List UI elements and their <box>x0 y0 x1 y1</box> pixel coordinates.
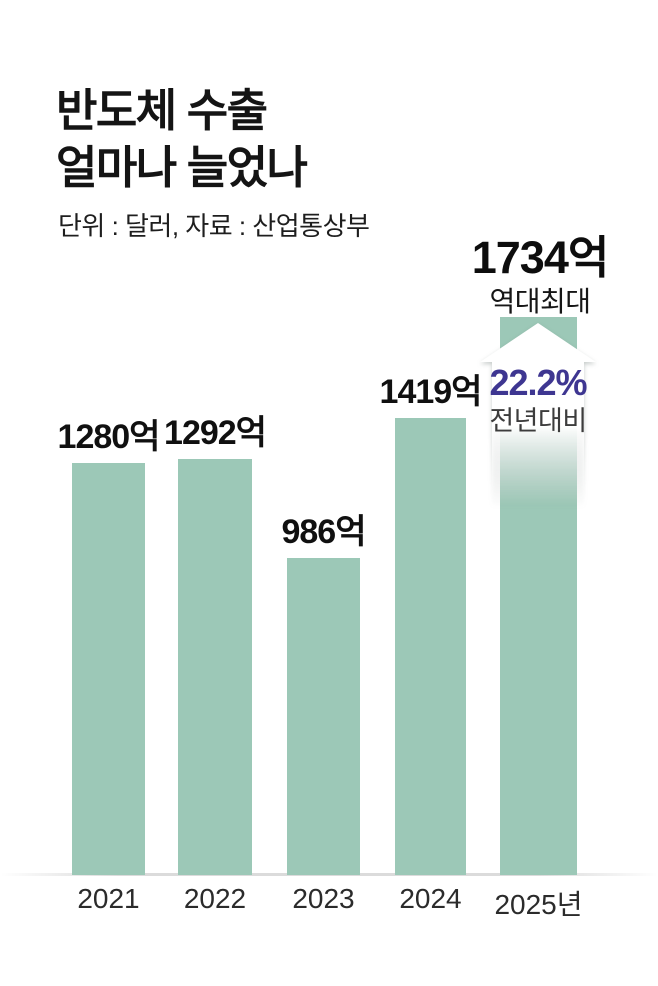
axis-label-2025년: 2025년 <box>494 889 583 920</box>
axis-label-2021: 2021 <box>77 883 140 914</box>
record-high-label: 역대최대 <box>489 286 591 317</box>
bar-value-label: 986억 <box>281 513 366 552</box>
page-title: 반도체 수출 얼마나 늘었나 <box>56 82 308 196</box>
bar-2024 <box>395 418 466 875</box>
axis-label-2024: 2024 <box>399 883 462 914</box>
unit-source-note: 단위 : 달러, 자료 : 산업통상부 <box>58 211 370 241</box>
bar-value-label: 1280억 <box>57 418 161 457</box>
yoy-change-note: 전년대비 <box>489 406 587 436</box>
bar-2022 <box>178 459 252 875</box>
axis-label-2022: 2022 <box>183 883 247 914</box>
bar-2023 <box>287 558 360 875</box>
yoy-change-pct: 22.2% <box>489 362 587 403</box>
up-arrow-icon <box>480 323 596 520</box>
bar-2021 <box>72 463 145 875</box>
axis-label-2023: 2023 <box>292 883 355 914</box>
bar-value-label: 1292억 <box>164 414 267 453</box>
bar-value-label: 1419억 <box>379 373 483 412</box>
page-title-line1: 반도체 수출 <box>56 85 268 136</box>
page-title-line2: 얼마나 늘었나 <box>56 142 308 193</box>
highlight-value-label: 1734억 <box>471 232 610 283</box>
